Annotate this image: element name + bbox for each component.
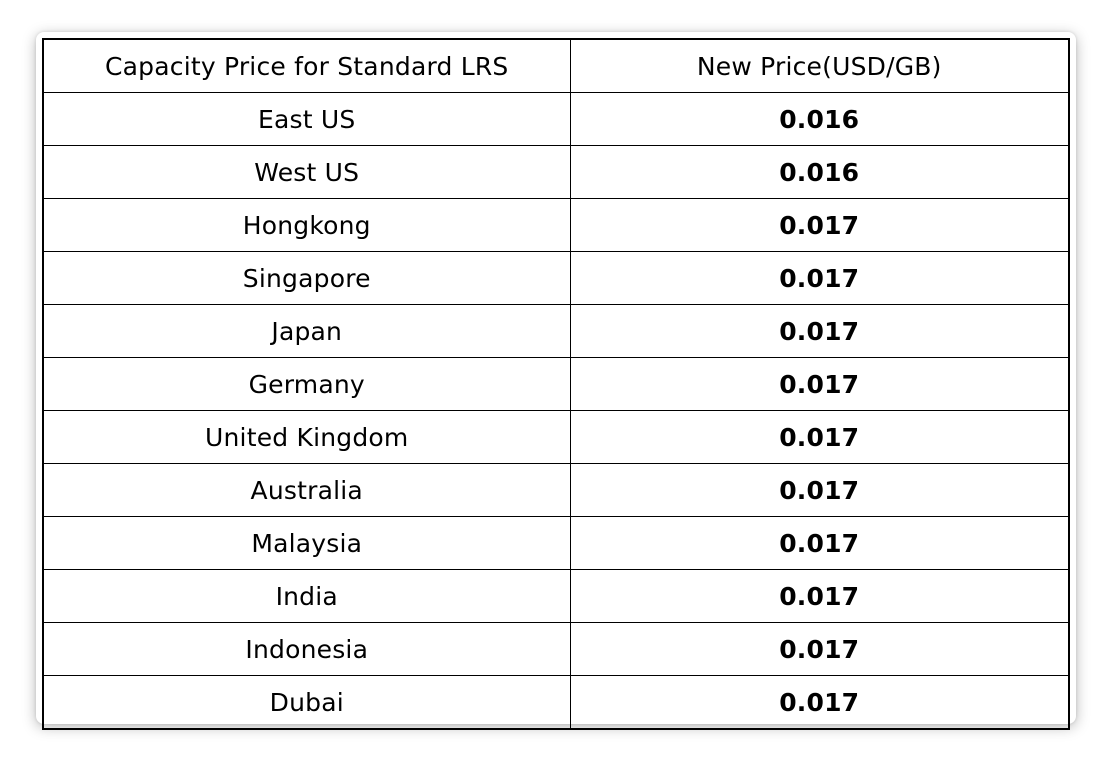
- table-row: United Kingdom 0.017: [42, 410, 1070, 464]
- region-cell: United Kingdom: [42, 410, 571, 464]
- region-cell: Hongkong: [42, 198, 571, 252]
- region-cell: Japan: [42, 304, 571, 358]
- table-row: Japan 0.017: [42, 304, 1070, 358]
- price-cell: 0.017: [569, 304, 1070, 358]
- region-cell: East US: [42, 92, 571, 146]
- region-cell: West US: [42, 145, 571, 199]
- price-cell: 0.017: [569, 357, 1070, 411]
- region-cell: Singapore: [42, 251, 571, 305]
- region-cell: Malaysia: [42, 516, 571, 570]
- region-cell: Australia: [42, 463, 571, 517]
- region-cell: Dubai: [42, 675, 571, 730]
- price-table: Capacity Price for Standard LRS New Pric…: [42, 38, 1070, 730]
- table-row: Australia 0.017: [42, 463, 1070, 517]
- table-row: Hongkong 0.017: [42, 198, 1070, 252]
- header-region: Capacity Price for Standard LRS: [42, 38, 571, 93]
- table-row: India 0.017: [42, 569, 1070, 623]
- region-cell: Indonesia: [42, 622, 571, 676]
- region-cell: Germany: [42, 357, 571, 411]
- table-row: Germany 0.017: [42, 357, 1070, 411]
- table-row: Indonesia 0.017: [42, 622, 1070, 676]
- price-cell: 0.017: [569, 198, 1070, 252]
- table-row: East US 0.016: [42, 92, 1070, 146]
- price-cell: 0.017: [569, 463, 1070, 517]
- price-cell: 0.017: [569, 516, 1070, 570]
- region-cell: India: [42, 569, 571, 623]
- table-row: Dubai 0.017: [42, 675, 1070, 730]
- price-cell: 0.017: [569, 622, 1070, 676]
- table-row: West US 0.016: [42, 145, 1070, 199]
- header-row: Capacity Price for Standard LRS New Pric…: [42, 38, 1070, 93]
- price-cell: 0.017: [569, 251, 1070, 305]
- table-row: Malaysia 0.017: [42, 516, 1070, 570]
- table-row: Singapore 0.017: [42, 251, 1070, 305]
- price-cell: 0.017: [569, 569, 1070, 623]
- price-cell: 0.017: [569, 410, 1070, 464]
- header-price: New Price(USD/GB): [569, 38, 1070, 93]
- price-cell: 0.017: [569, 675, 1070, 730]
- price-cell: 0.016: [569, 92, 1070, 146]
- price-cell: 0.016: [569, 145, 1070, 199]
